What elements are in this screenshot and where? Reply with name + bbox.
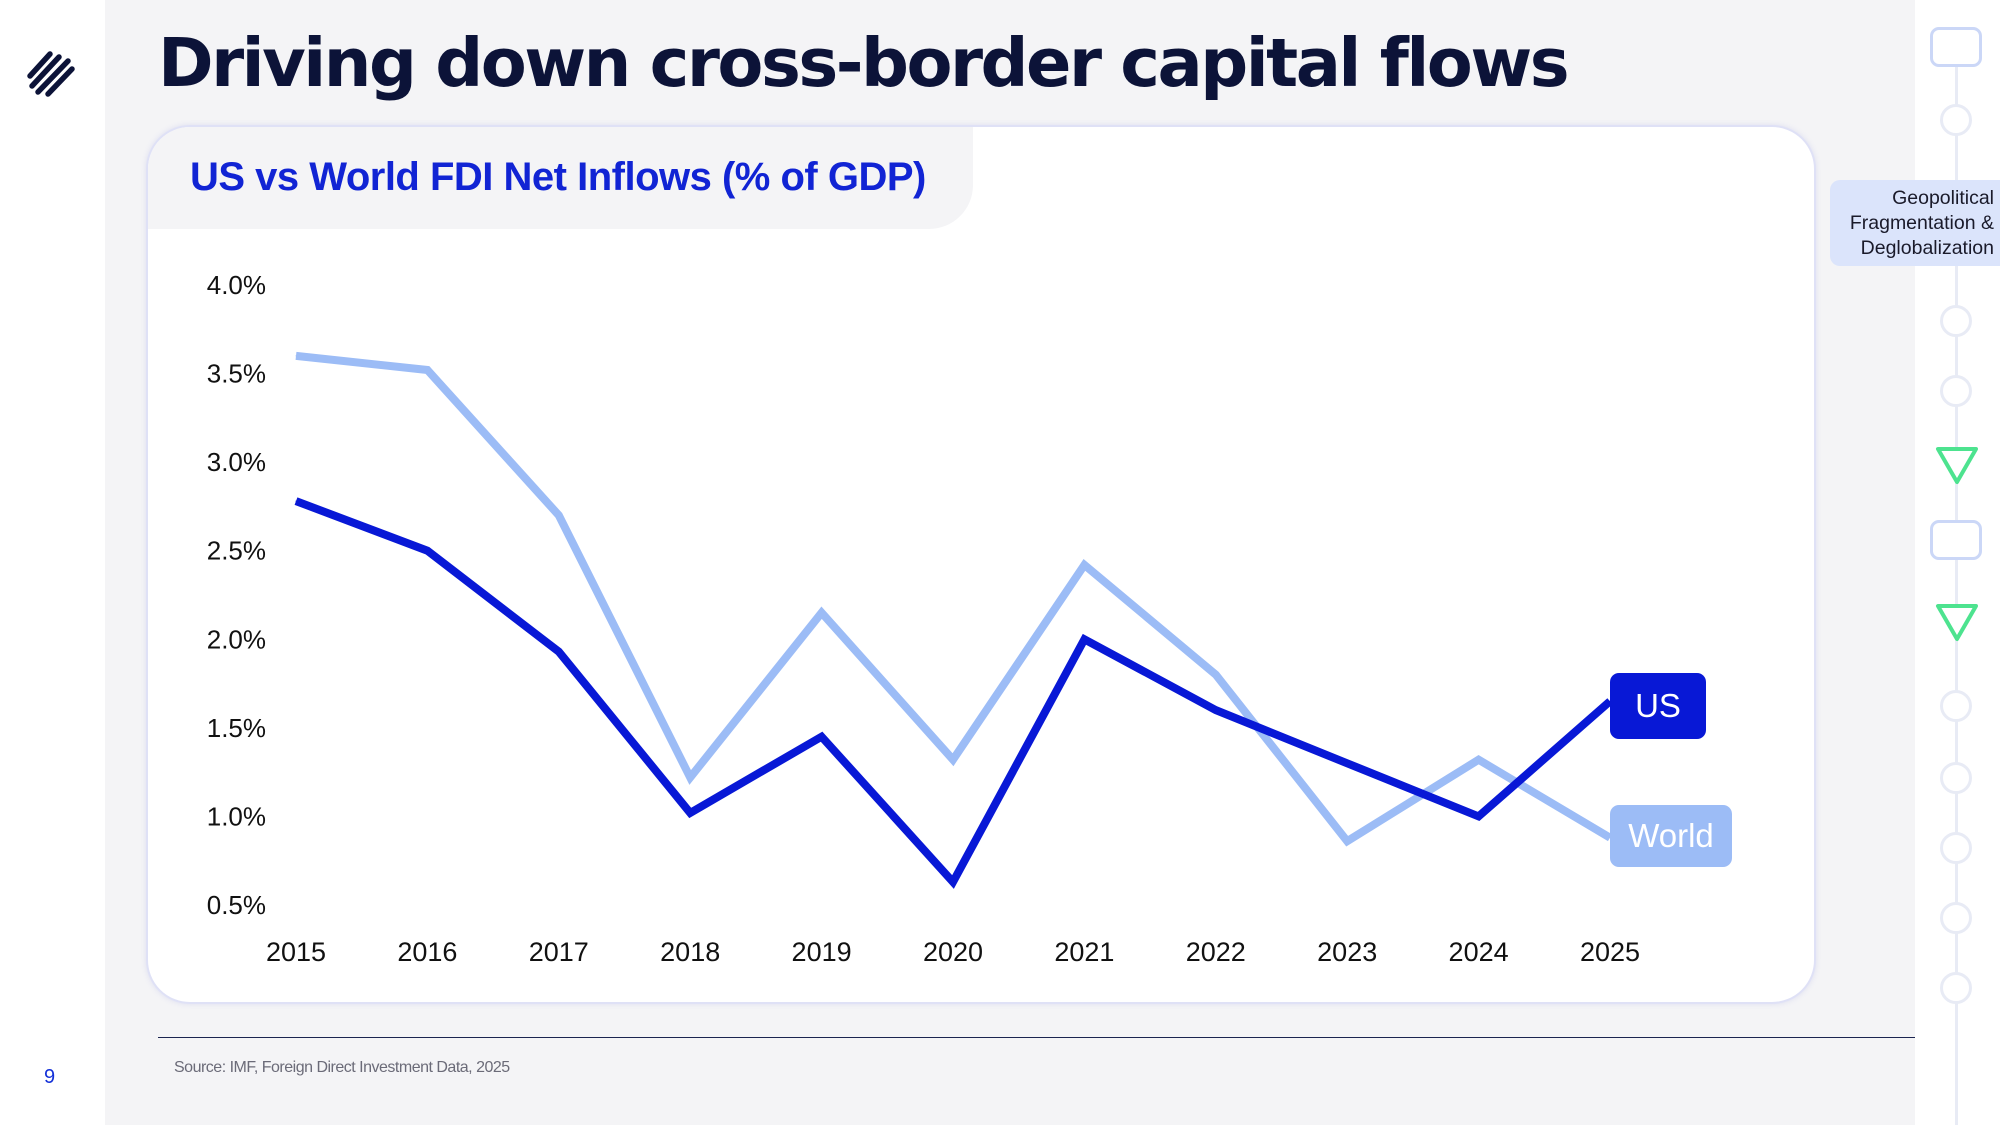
series-label-box-world bbox=[1610, 805, 1732, 867]
y-tick-label: 4.0% bbox=[207, 270, 266, 300]
series-line-us bbox=[294, 497, 1613, 889]
data-point-world bbox=[821, 612, 823, 614]
data-point-world bbox=[558, 514, 560, 516]
data-point-us bbox=[821, 736, 823, 738]
page-number: 9 bbox=[44, 1066, 56, 1088]
source-note: Source: IMF, Foreign Direct Investment D… bbox=[174, 1059, 510, 1076]
data-point-us bbox=[426, 550, 428, 552]
timeline-node-icon[interactable] bbox=[1940, 832, 1972, 864]
series-label-us: US bbox=[1635, 687, 1681, 724]
topic-line-2: Fragmentation & bbox=[1849, 212, 1994, 234]
triangle-down-icon[interactable] bbox=[1934, 445, 1980, 487]
timeline-section-icon[interactable] bbox=[1930, 520, 1982, 560]
y-tick-label: 2.0% bbox=[207, 624, 266, 654]
timeline-node-icon[interactable] bbox=[1940, 762, 1972, 794]
timeline-node-icon[interactable] bbox=[1940, 104, 1972, 136]
data-point-us bbox=[1346, 762, 1348, 764]
data-point-world bbox=[426, 369, 428, 371]
data-point-us bbox=[952, 881, 954, 883]
x-tick-label: 2023 bbox=[1317, 937, 1377, 967]
x-tick-label: 2024 bbox=[1449, 937, 1509, 967]
chart-card: US vs World FDI Net Inflows (% of GDP) 4… bbox=[146, 125, 1816, 1004]
y-tick-label: 1.5% bbox=[207, 713, 266, 743]
data-point-us bbox=[1215, 709, 1217, 711]
chart-title-tab bbox=[148, 127, 973, 229]
y-tick-label: 3.5% bbox=[207, 359, 266, 389]
timeline-node-icon[interactable] bbox=[1940, 305, 1972, 337]
data-point-world bbox=[295, 355, 297, 357]
data-point-us bbox=[1478, 815, 1480, 817]
x-tick-label: 2017 bbox=[529, 937, 589, 967]
data-point-world bbox=[1215, 674, 1217, 676]
x-tick-label: 2019 bbox=[792, 937, 852, 967]
x-tick-label: 2025 bbox=[1580, 937, 1640, 967]
y-tick-label: 3.0% bbox=[207, 447, 266, 477]
y-tick-label: 1.0% bbox=[207, 801, 266, 831]
data-point-us bbox=[295, 500, 297, 502]
timeline-node-icon[interactable] bbox=[1940, 972, 1972, 1004]
data-point-world bbox=[1478, 759, 1480, 761]
series-label-world: World bbox=[1628, 817, 1714, 854]
x-tick-label: 2016 bbox=[397, 937, 457, 967]
data-point-us bbox=[689, 812, 691, 814]
topic-line-3: Deglobalization bbox=[1860, 237, 1994, 259]
fdi-line-chart: 4.0% 3.5% 3.0% 2.5% 2.0% 1.5% 1.0% 0.5%2015 2016… bbox=[207, 270, 1732, 967]
x-tick-label: 2022 bbox=[1186, 937, 1246, 967]
logo-icon bbox=[27, 51, 75, 97]
triangle-down-icon[interactable] bbox=[1934, 602, 1980, 644]
timeline-node-icon[interactable] bbox=[1940, 690, 1972, 722]
x-tick-label: 2020 bbox=[923, 937, 983, 967]
footer-divider bbox=[158, 1037, 1915, 1038]
data-point-world bbox=[1083, 564, 1085, 566]
left-strip bbox=[0, 0, 105, 1125]
data-point-us bbox=[1083, 638, 1085, 640]
x-tick-label: 2018 bbox=[660, 937, 720, 967]
timeline-node-icon[interactable] bbox=[1940, 375, 1972, 407]
topic-line-1: Geopolitical bbox=[1892, 187, 1994, 209]
data-point-world bbox=[952, 759, 954, 761]
data-point-world bbox=[1346, 840, 1348, 842]
data-point-us bbox=[558, 651, 560, 653]
timeline-line bbox=[1955, 60, 1958, 1125]
chart-title: US vs World FDI Net Inflows (% of GDP) bbox=[190, 155, 926, 199]
timeline-node-icon[interactable] bbox=[1940, 902, 1972, 934]
timeline-section-icon[interactable] bbox=[1930, 27, 1982, 67]
current-topic-badge[interactable]: Geopolitical Fragmentation & Deglobaliza… bbox=[1830, 180, 2000, 266]
x-tick-label: 2015 bbox=[266, 937, 326, 967]
x-tick-label: 2021 bbox=[1054, 937, 1114, 967]
y-tick-label: 0.5% bbox=[207, 890, 266, 920]
y-tick-label: 2.5% bbox=[207, 536, 266, 566]
data-point-world bbox=[689, 776, 691, 778]
slide-title: Driving down cross-border capital flows bbox=[158, 24, 1570, 102]
series-label-box-us bbox=[1610, 673, 1706, 739]
